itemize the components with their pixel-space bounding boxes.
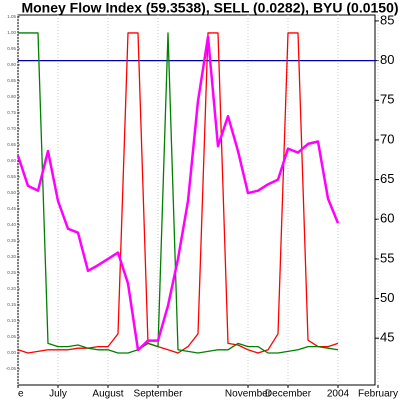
series-line (17, 32, 339, 354)
y-tick-label: 0.70 (7, 126, 16, 131)
y-tick-label: 0.90 (7, 62, 16, 67)
y-tick-label: 0.20 (7, 286, 16, 291)
y-tick-label: 1.00 (7, 30, 16, 35)
y-tick-label: -0.05 (6, 366, 17, 371)
y-tick-label: 0.00 (7, 350, 16, 355)
y-tick-label: 0.45 (7, 206, 16, 211)
y2-tick-label: 55 (380, 250, 394, 265)
y-tick-label: 0.65 (7, 142, 16, 147)
x-tick-label: e (18, 389, 24, 400)
y-tick-label: 0.05 (7, 334, 16, 339)
y-tick-label: 1.05 (7, 14, 16, 19)
y-tick-label: 0.80 (7, 94, 16, 99)
y2-tick-label: 85 (380, 12, 394, 27)
y2-tick-label: 75 (380, 92, 394, 107)
y-tick-label: 0.85 (7, 78, 16, 83)
x-tick-label: February (358, 389, 398, 400)
y-tick-label: 0.10 (7, 318, 16, 323)
y-tick-label: 0.50 (7, 190, 16, 195)
plot-frame (17, 14, 376, 386)
y-tick-label: 0.55 (7, 174, 16, 179)
y2-tick-label: 80 (380, 52, 394, 67)
y2-tick-label: 60 (380, 211, 394, 226)
chart-title: Money Flow Index (59.3538), SELL (0.0282… (21, 0, 398, 16)
series-line (16, 35, 340, 352)
x-tick-label: September (134, 389, 184, 400)
x-tick-label: 2004 (327, 389, 350, 400)
y2-tick-label: 45 (380, 330, 394, 345)
x-tick-label: August (92, 389, 123, 400)
y-tick-label: 0.60 (7, 158, 16, 163)
x-tick-label: July (49, 389, 67, 400)
y-tick-label: 0.35 (7, 238, 16, 243)
x-tick-label: November (225, 389, 272, 400)
y-tick-label: 0.75 (7, 110, 16, 115)
x-tick-label: December (265, 389, 312, 400)
y2-tick-label: 50 (380, 290, 394, 305)
y-tick-label: 0.40 (7, 222, 16, 227)
y-tick-label: 0.30 (7, 254, 16, 259)
y-tick-label: 0.25 (7, 270, 16, 275)
y2-tick-label: 70 (380, 131, 394, 146)
y-tick-label: 0.15 (7, 302, 16, 307)
y-tick-label: 0.95 (7, 46, 16, 51)
series-line (18, 32, 339, 354)
y2-tick-label: 65 (380, 171, 394, 186)
